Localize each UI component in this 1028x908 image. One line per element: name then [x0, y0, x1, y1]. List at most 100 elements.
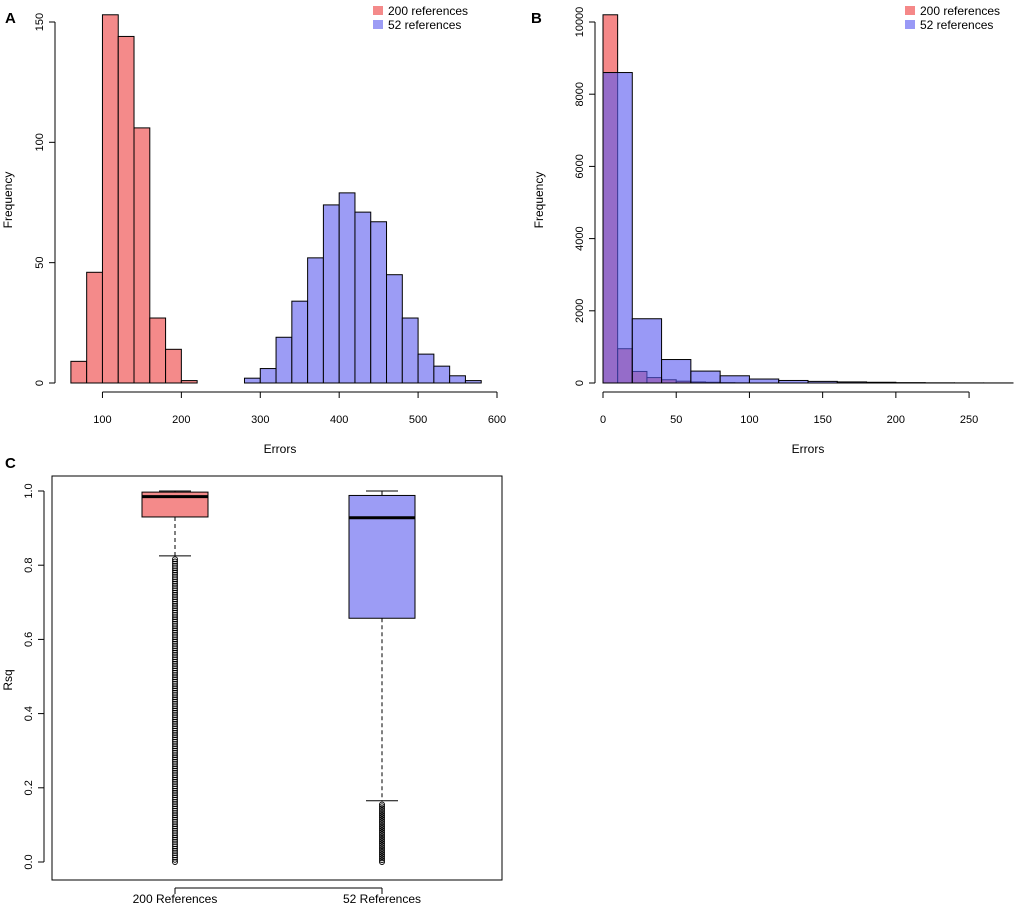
x-tick-label-C-1: 52 References	[343, 892, 421, 906]
x-tick-label-A-300: 300	[251, 414, 269, 426]
outlier-0-5	[172, 847, 178, 854]
outlier-0-68	[172, 707, 178, 714]
outlier-0-80	[172, 680, 178, 687]
outlier-0-64	[172, 716, 178, 723]
x-tick-label-B-250: 250	[960, 414, 978, 426]
outlier-0-110	[172, 614, 178, 621]
outlier-1-29	[379, 805, 385, 812]
outlier-0-6	[172, 845, 178, 852]
outlier-0-18	[172, 818, 178, 825]
legend-swatch-A-1	[373, 20, 383, 29]
outlier-0-107	[172, 620, 178, 627]
outlier-1-11	[379, 838, 385, 845]
hist-bar-B-s1-b1	[631, 318, 663, 384]
outlier-1-7	[379, 846, 385, 852]
legend-swatch-A-0	[373, 6, 383, 15]
outlier-0-10	[172, 836, 178, 843]
outlier-0-130	[172, 569, 178, 576]
outlier-0-100	[172, 636, 178, 643]
outlier-0-129	[172, 571, 178, 578]
outlier-1-6	[379, 847, 385, 854]
outlier-0-86	[172, 667, 178, 674]
y-tick-label-B-6000: 6000	[574, 154, 586, 178]
outlier-0-79	[172, 683, 178, 690]
legend-label-B-0: 200 references	[920, 4, 1000, 18]
outlier-1-25	[379, 812, 385, 819]
outlier-0-97	[172, 643, 178, 650]
outlier-0-50	[172, 747, 178, 754]
outlier-0-54	[172, 738, 178, 745]
outlier-0-8	[172, 841, 178, 848]
outlier-0-63	[172, 718, 178, 725]
outlier-1-5	[379, 849, 385, 856]
y-tick-label-B-10000: 10000	[574, 7, 586, 38]
hist-bar-A-s1-b10	[401, 317, 419, 384]
outlier-0-33	[172, 785, 178, 792]
outlier-0-32	[172, 787, 178, 794]
outlier-0-39	[172, 772, 178, 779]
outlier-0-34	[172, 783, 178, 790]
legend-label-A-0: 200 references	[388, 4, 468, 18]
outlier-0-113	[172, 607, 178, 614]
outlier-0-95	[172, 647, 178, 654]
outlier-0-73	[172, 696, 178, 703]
y-tick-label-B-8000: 8000	[574, 82, 586, 106]
x-tick-label-B-0: 0	[600, 414, 606, 426]
hist-bar-A-s0-b7	[180, 380, 198, 384]
outlier-1-3	[379, 853, 385, 860]
hist-bar-A-s1-b5	[322, 204, 340, 384]
outlier-1-30	[379, 803, 385, 810]
outlier-0-24	[172, 805, 178, 812]
outlier-0-59	[172, 727, 178, 734]
outlier-1-19	[379, 823, 385, 830]
outlier-0-109	[172, 616, 178, 623]
outlier-1-21	[379, 820, 385, 826]
outlier-0-126	[172, 578, 178, 585]
outlier-0-125	[172, 580, 178, 587]
outlier-0-0	[172, 859, 178, 865]
hist-bar-A-s1-b7	[354, 211, 372, 384]
outlier-0-108	[172, 618, 178, 625]
outlier-0-13	[172, 830, 178, 837]
outlier-0-31	[172, 790, 178, 796]
x-tick-label-B-100: 100	[740, 414, 758, 426]
hist-bar-A-s1-b2	[275, 336, 293, 384]
outlier-0-53	[172, 741, 178, 747]
outlier-0-15	[172, 825, 178, 832]
outlier-0-20	[172, 814, 178, 821]
hist-bar-B-s1-b7	[807, 380, 838, 384]
hist-bar-A-s1-b6	[338, 192, 356, 384]
y-tick-label-A-150: 150	[34, 13, 46, 31]
x-axis-label-B: Errors	[792, 442, 825, 456]
hist-bar-B-s1-b3	[690, 370, 721, 384]
outlier-0-12	[172, 832, 178, 839]
outlier-0-14	[172, 827, 178, 834]
y-tick-label-B-4000: 4000	[574, 226, 586, 250]
outlier-0-3	[172, 852, 178, 859]
outlier-0-57	[172, 732, 178, 739]
outlier-0-27	[172, 798, 178, 805]
outlier-0-1	[172, 856, 178, 863]
outlier-0-46	[172, 756, 178, 763]
outlier-0-62	[172, 721, 178, 727]
y-tick-label-C-0.6: 0.6	[23, 632, 35, 647]
outlier-1-20	[379, 821, 385, 828]
outlier-0-2	[172, 854, 178, 861]
x-tick-label-A-500: 500	[409, 414, 427, 426]
outlier-0-60	[172, 725, 178, 732]
legend-swatch-B-0	[905, 6, 915, 15]
hist-bar-A-s0-b6	[165, 348, 182, 384]
legend-label-A-1: 52 references	[388, 18, 461, 32]
outlier-0-84	[172, 672, 178, 678]
outlier-0-106	[172, 623, 178, 629]
outlier-0-38	[172, 774, 178, 781]
hist-bar-A-s1-b4	[307, 257, 324, 384]
outlier-1-1	[379, 857, 385, 864]
outlier-1-16	[379, 829, 385, 836]
outlier-0-69	[172, 705, 178, 712]
outlier-0-134	[172, 560, 178, 567]
outlier-0-94	[172, 649, 178, 656]
panel-label-B: B	[531, 10, 542, 27]
hist-bar-B-s1-b5	[748, 378, 780, 384]
outlier-0-72	[172, 698, 178, 705]
